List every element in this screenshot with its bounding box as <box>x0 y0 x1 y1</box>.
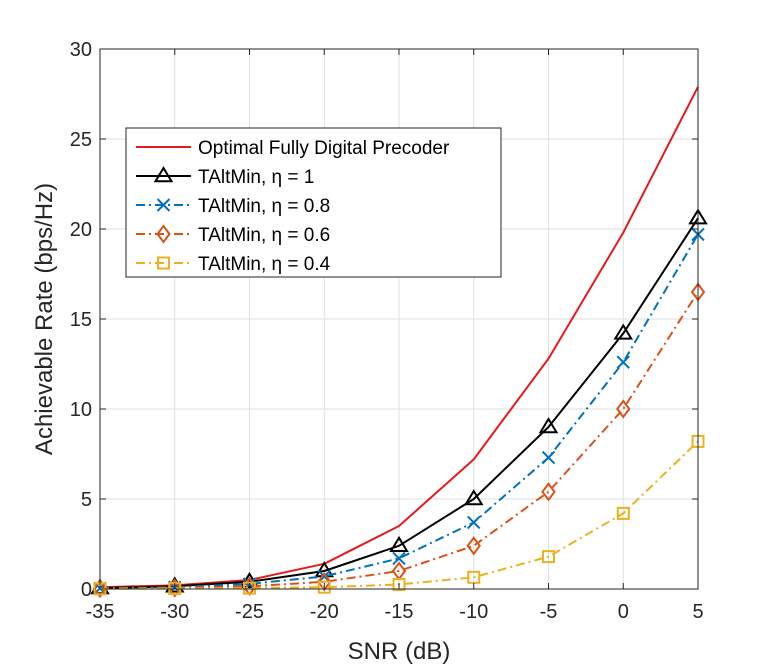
legend-marker <box>156 224 171 244</box>
legend-marker <box>153 166 174 183</box>
legend-entry: TAltMin, η = 0.8 <box>136 196 330 217</box>
legend-entry: TAltMin, η = 0.4 <box>136 254 331 275</box>
data-point <box>467 515 481 530</box>
data-point <box>616 506 630 520</box>
series-line <box>99 291 699 590</box>
series-layer <box>90 86 708 599</box>
x-tick-label: -25 <box>235 601 264 623</box>
data-point <box>392 551 406 566</box>
data-point <box>167 578 182 598</box>
y-tick-label: 15 <box>70 309 92 331</box>
legend-label: TAltMin, η = 0.8 <box>198 196 330 217</box>
y-tick-label: 10 <box>70 399 92 421</box>
y-tick-label: 0 <box>81 579 92 601</box>
data-point <box>542 550 555 564</box>
series-0 <box>99 86 699 589</box>
data-point <box>538 417 559 434</box>
x-tick-label: -15 <box>385 601 414 623</box>
series-line <box>99 86 699 589</box>
legend-entry: Optimal Fully Digital Precoder <box>136 138 450 159</box>
x-tick-label: -10 <box>459 601 488 623</box>
ticks: -35 -30 -25 -20 -15 -10 -5 0 5 0 5 10 15 20 25 30 <box>70 39 704 623</box>
data-point <box>616 355 630 369</box>
legend-label: TAltMin, η = 1 <box>198 167 314 188</box>
data-point <box>613 323 634 340</box>
legend-marker <box>157 256 170 270</box>
data-point <box>317 572 332 592</box>
x-tick-label: -30 <box>160 601 189 623</box>
x-axis-label: SNR (dB) <box>348 638 451 665</box>
legend-label: TAltMin, η = 0.6 <box>198 225 330 246</box>
y-tick-label: 5 <box>81 489 92 511</box>
legend-label: Optimal Fully Digital Precoder <box>198 138 450 159</box>
x-tick-label: 0 <box>618 601 629 623</box>
data-point <box>466 536 481 556</box>
data-point <box>389 535 409 552</box>
data-point <box>541 450 556 465</box>
series-line <box>99 217 699 590</box>
legend-label: TAltMin, η = 0.4 <box>198 254 331 275</box>
legend-marker <box>156 198 171 212</box>
data-point <box>92 578 108 599</box>
series-line <box>99 233 699 590</box>
y-axis-label: Achievable Rate (bps/Hz) <box>31 183 58 455</box>
series-3 <box>92 282 706 599</box>
y-tick-label: 20 <box>70 219 92 241</box>
data-point <box>467 570 481 584</box>
legend-entry: TAltMin, η = 1 <box>136 166 314 188</box>
data-point <box>243 581 256 595</box>
data-point <box>616 399 631 419</box>
y-tick-label: 30 <box>70 39 92 61</box>
legend-box <box>125 127 502 278</box>
legend: Optimal Fully Digital Precoder TAltMin, η… <box>125 127 502 278</box>
data-point <box>463 489 484 506</box>
data-point <box>541 482 556 502</box>
legend-entry: TAltMin, η = 0.6 <box>136 224 330 246</box>
y-tick-label: 25 <box>70 129 92 151</box>
x-tick-label: -20 <box>310 601 339 623</box>
data-point <box>317 580 331 594</box>
x-tick-label: 5 <box>692 601 703 623</box>
x-tick-label: -5 <box>540 601 558 623</box>
x-tick-label: -35 <box>86 601 115 623</box>
data-point <box>392 578 406 591</box>
